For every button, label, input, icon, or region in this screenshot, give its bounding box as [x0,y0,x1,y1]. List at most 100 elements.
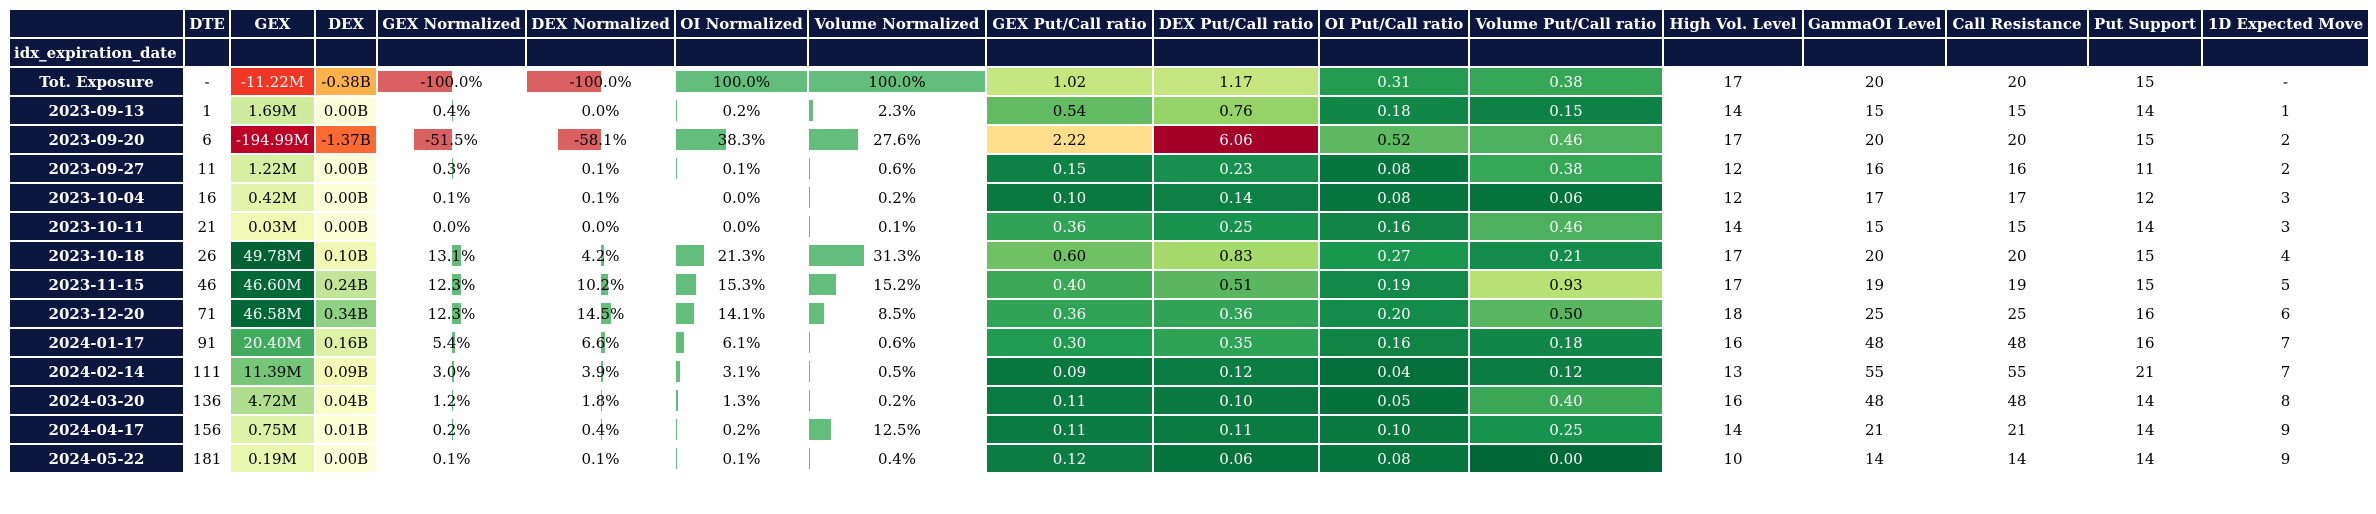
heat-cell-gex-pc: 0.30 [985,327,1154,358]
bar-value: 0.0% [722,188,761,207]
normalized-bar [810,245,865,266]
cell-goi: 20 [1802,240,1947,271]
cell-hvl: 17 [1662,240,1804,271]
bar-cell-oi-norm: 14.1% [674,298,809,329]
bar-value: -100.0% [569,72,632,91]
heat-cell-dex-pc: 0.10 [1152,385,1320,416]
cell-call-res: 20 [1945,66,2089,97]
cell-put-sup: 14 [2087,211,2203,242]
cell-exp-move: 1 [2201,95,2370,126]
expiration-date-label: 2023-11-15 [8,269,185,300]
heat-cell-vol-pc: 0.00 [1468,443,1664,474]
heat-cell-dex-pc: 0.51 [1152,269,1320,300]
bar-cell-dex-norm: 3.9% [525,356,676,387]
bar-value: 38.3% [717,130,766,149]
normalized-bar [557,129,601,150]
bar-value: 21.3% [717,246,766,265]
column-header-exp-move: 1D Expected Move [2201,8,2370,39]
cell-dte: 181 [183,443,231,474]
normalized-bar [379,71,452,92]
cell-exp-move: 6 [2201,298,2370,329]
bar-cell-gex-norm: 12.3% [376,269,527,300]
cell-hvl: 10 [1662,443,1804,474]
normalized-bar [809,448,810,469]
heat-cell-oi-pc: 0.52 [1318,124,1470,155]
normalized-bar [677,390,678,411]
index-header-blank [1802,37,1947,68]
normalized-bar [528,71,601,92]
cell-dte: 46 [183,269,231,300]
cell-hvl: 17 [1662,269,1804,300]
cell-goi: 15 [1802,95,1947,126]
table-row: 2023-11-15 46 46.60M 0.24B 12.3% 10.2% 15.3% 15… [8,269,2370,300]
index-header-blank [985,37,1154,68]
heat-cell-gex-pc: 1.02 [985,66,1154,97]
cell-put-sup: 15 [2087,269,2203,300]
index-label: idx_expiration_date [8,37,185,68]
heat-cell-oi-pc: 0.10 [1318,414,1470,445]
cell-dte: 26 [183,240,231,271]
bar-value: 0.1% [432,188,471,207]
cell-put-sup: 15 [2087,240,2203,271]
bar-value: -100.0% [420,72,483,91]
cell-goi: 20 [1802,124,1947,155]
table-row: 2024-05-22 181 0.19M 0.00B 0.1% 0.1% 0.1% 0.4% 0… [8,443,2370,474]
cell-put-sup: 16 [2087,298,2203,329]
cell-hvl: 14 [1662,211,1804,242]
heat-cell-gex-pc: 0.36 [985,298,1154,329]
heat-cell-oi-pc: 0.20 [1318,298,1470,329]
cell-put-sup: 16 [2087,327,2203,358]
heat-cell-vol-pc: 0.18 [1468,327,1664,358]
heat-cell-dex: -0.38B [314,66,378,97]
index-header-blank [1945,37,2089,68]
bar-value: 0.4% [432,101,471,120]
normalized-bar [809,361,810,382]
cell-exp-move: 7 [2201,356,2370,387]
column-header-gex-pc: GEX Put/Call ratio [985,8,1154,39]
cell-hvl: 17 [1662,124,1804,155]
heat-cell-dex: 0.00B [314,182,378,213]
bar-value: 0.6% [877,333,917,352]
heat-cell-vol-pc: 0.40 [1468,385,1664,416]
bar-value: 4.2% [581,246,620,265]
cell-goi: 25 [1802,298,1947,329]
heat-cell-gex: 1.69M [229,95,316,126]
heat-cell-oi-pc: 0.08 [1318,153,1470,184]
bar-cell-oi-norm: 100.0% [674,66,809,97]
bar-value: 13.1% [427,246,476,265]
total-exposure-row: Tot. Exposure - -11.22M -0.38B -100.0% -100.0… [8,66,2370,97]
normalized-bar [810,274,836,295]
bar-value: 3.9% [581,362,620,381]
cell-call-res: 15 [1945,211,2089,242]
bar-cell-oi-norm: 38.3% [674,124,809,155]
cell-exp-move: 9 [2201,443,2370,474]
corner-header-cell [8,8,185,39]
bar-cell-oi-norm: 0.1% [674,153,809,184]
normalized-bar [677,274,697,295]
heat-cell-vol-pc: 0.21 [1468,240,1664,271]
normalized-bar [677,361,681,382]
cell-call-res: 25 [1945,298,2089,329]
table-row: 2024-04-17 156 0.75M 0.01B 0.2% 0.4% 0.2% 12.5%… [8,414,2370,445]
bar-cell-gex-norm: -51.5% [376,124,527,155]
bar-cell-gex-norm: 3.0% [376,356,527,387]
column-header-oi-norm: OI Normalized [674,8,809,39]
cell-call-res: 17 [1945,182,2089,213]
bar-cell-vol-norm: 8.5% [807,298,987,329]
normalized-bar [677,245,704,266]
cell-exp-move: 7 [2201,327,2370,358]
bar-value: 0.2% [877,391,917,410]
normalized-bar [810,303,824,324]
expiration-date-label: 2023-09-27 [8,153,185,184]
bar-value: 1.3% [722,391,761,410]
bar-cell-vol-norm: 15.2% [807,269,987,300]
bar-cell-gex-norm: 0.4% [376,95,527,126]
cell-exp-move: 4 [2201,240,2370,271]
index-header-blank [1468,37,1664,68]
cell-hvl: 13 [1662,356,1804,387]
heat-cell-gex-pc: 0.10 [985,182,1154,213]
table-row: 2023-10-11 21 0.03M 0.00B 0.0% 0.0% 0.0% 0.1% 0.… [8,211,2370,242]
table-row: 2024-03-20 136 4.72M 0.04B 1.2% 1.8% 1.3% 0.2% 0… [8,385,2370,416]
cell-put-sup: 14 [2087,385,2203,416]
heat-cell-dex-pc: 0.11 [1152,414,1320,445]
